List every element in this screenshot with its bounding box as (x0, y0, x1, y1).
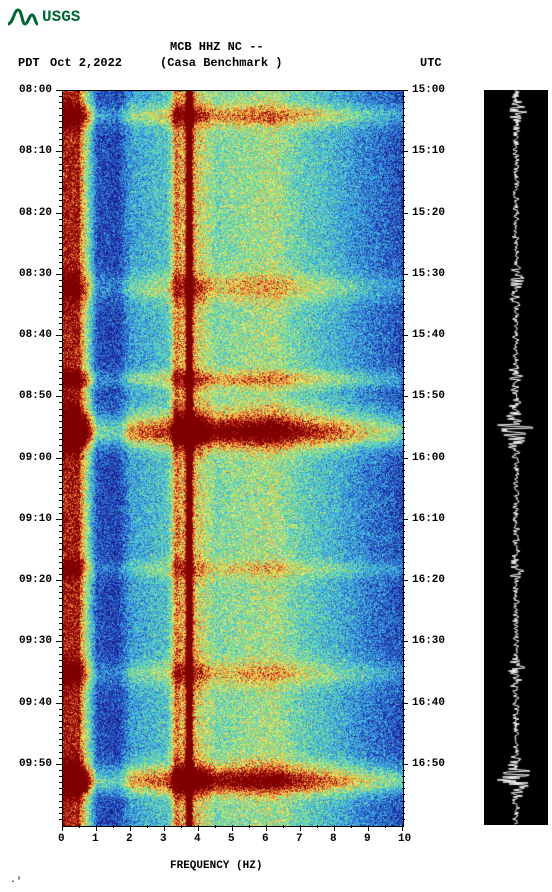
y-right-tick: 16:10 (412, 513, 445, 525)
y-left-tick: 08:20 (19, 207, 52, 219)
y-left-tick: 09:30 (19, 635, 52, 647)
x-tick: 6 (262, 833, 269, 845)
y-right-tick: 16:30 (412, 635, 445, 647)
x-tick: 5 (228, 833, 235, 845)
x-tick: 4 (194, 833, 201, 845)
x-tick: 2 (126, 833, 133, 845)
spectrogram-panel (62, 90, 404, 827)
y-right-tick: 15:10 (412, 145, 445, 157)
y-left-tick: 08:10 (19, 145, 52, 157)
y-right-tick: 15:20 (412, 207, 445, 219)
y-right-tick: 16:20 (412, 574, 445, 586)
y-left-tick: 08:40 (19, 329, 52, 341)
station-channel-title: MCB HHZ NC -- (170, 40, 264, 54)
y-right-tick: 15:40 (412, 329, 445, 341)
y-right-tick: 15:50 (412, 390, 445, 402)
station-subtitle: (Casa Benchmark ) (160, 56, 282, 70)
usgs-wave-icon (8, 6, 38, 28)
y-left-tick: 09:00 (19, 452, 52, 464)
x-tick: 10 (398, 833, 411, 845)
footer-mark: ·' (10, 877, 22, 888)
spectrogram-canvas (63, 91, 403, 826)
y-right-tick: 15:00 (412, 84, 445, 96)
y-right-tick: 16:40 (412, 697, 445, 709)
usgs-logo-text: USGS (42, 8, 80, 26)
y-left-tick: 08:00 (19, 84, 52, 96)
x-tick: 8 (330, 833, 337, 845)
x-tick: 0 (58, 833, 65, 845)
y-right-tick: 16:00 (412, 452, 445, 464)
y-left-tick: 09:50 (19, 758, 52, 770)
y-left-tick: 08:50 (19, 390, 52, 402)
y-right-tick: 16:50 (412, 758, 445, 770)
tz-left-label: PDT (18, 56, 40, 70)
y-left-tick: 09:20 (19, 574, 52, 586)
x-tick: 1 (92, 833, 99, 845)
date-label: Oct 2,2022 (50, 56, 122, 70)
x-tick: 7 (296, 833, 303, 845)
y-left-tick: 09:40 (19, 697, 52, 709)
page: USGS MCB HHZ NC -- PDT Oct 2,2022 (Casa … (0, 0, 552, 892)
y-right-tick: 15:30 (412, 268, 445, 280)
y-left-tick: 09:10 (19, 513, 52, 525)
x-tick: 3 (160, 833, 167, 845)
seismogram-canvas (484, 90, 548, 825)
seismogram-panel (484, 90, 548, 825)
x-axis-label: FREQUENCY (HZ) (170, 860, 262, 872)
usgs-logo: USGS (8, 6, 80, 28)
tz-right-label: UTC (420, 56, 442, 70)
y-left-tick: 08:30 (19, 268, 52, 280)
x-tick: 9 (364, 833, 371, 845)
